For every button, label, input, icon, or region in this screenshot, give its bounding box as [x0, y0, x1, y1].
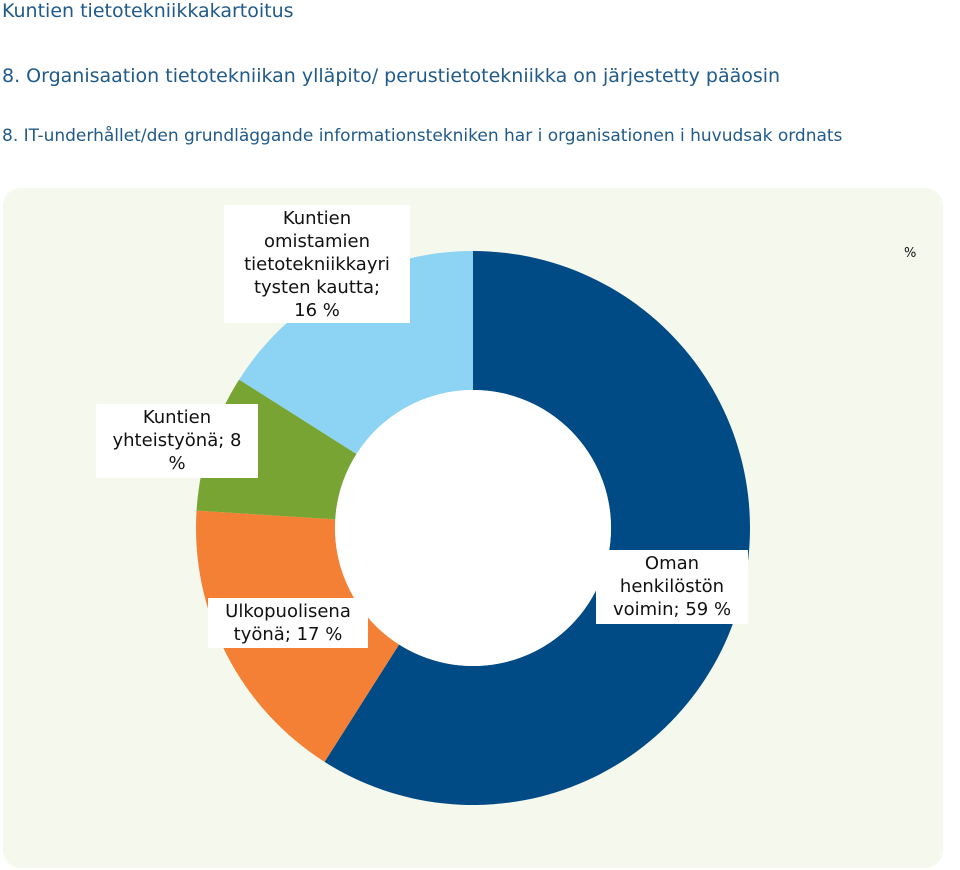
data-label-line: henkilöstön: [619, 576, 725, 597]
data-label-line: Kuntien: [282, 208, 352, 229]
data-label-line: yhteistyönä; 8: [112, 430, 242, 451]
data-label-ulkopuolisena: Ulkopuolisena työnä; 17 %: [208, 598, 368, 648]
page-title: Kuntien tietotekniikkakartoitus: [2, 0, 294, 22]
data-label-line: tietotekniikkayri: [244, 254, 390, 275]
data-label-oman-henkilosto: Oman henkilöstön voimin; 59 %: [596, 550, 748, 624]
data-label-line: tysten kautta;: [253, 277, 381, 298]
donut-slice-oman-henkilosto: [324, 251, 751, 805]
data-label-line: Oman: [644, 553, 700, 574]
data-label-kuntien-yhteistyona: Kuntien yhteistyönä; 8%: [96, 404, 258, 478]
legend-percent: %: [904, 246, 917, 261]
data-label-line: voimin; 59 %: [612, 599, 732, 620]
data-label-line: omistamien: [263, 231, 371, 252]
data-label-line: Ulkopuolisena: [225, 601, 351, 622]
donut-slice-kuntien-yritykset: [239, 251, 473, 455]
data-label-line: 16 %: [294, 300, 340, 321]
donut-hole: [335, 390, 611, 666]
data-label-line: %: [168, 453, 186, 474]
data-label-line: työnä; 17 %: [233, 624, 343, 645]
question-swedish: 8. IT-underhållet/den grundläggande info…: [2, 126, 843, 146]
data-label-kuntien-yritykset: Kuntien omistamien tietotekniikkayri tysten…: [224, 205, 410, 323]
question-finnish: 8. Organisaation tietotekniikan ylläpito…: [2, 65, 781, 87]
data-label-line: Kuntien: [142, 407, 212, 428]
